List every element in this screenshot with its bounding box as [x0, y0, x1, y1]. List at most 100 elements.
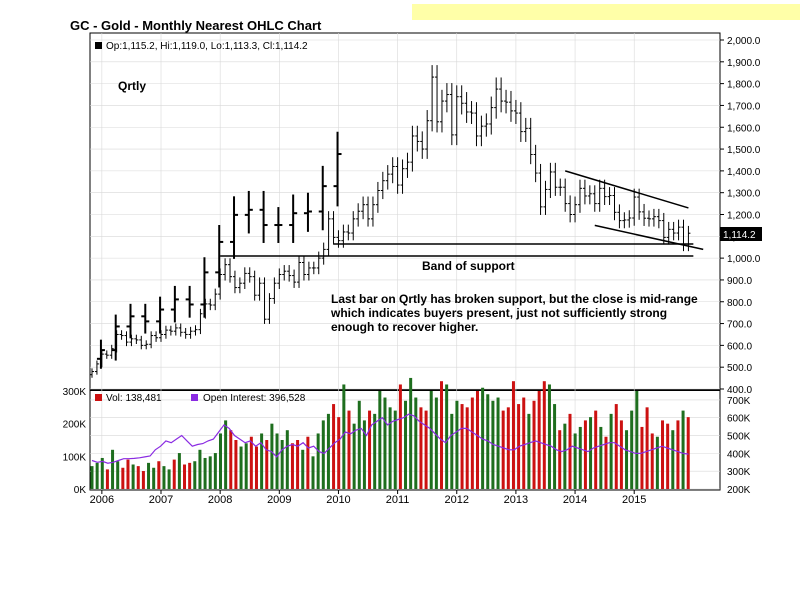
volume-bar — [558, 430, 562, 489]
volume-bar — [527, 413, 531, 489]
monthly-ohlc-bar — [459, 85, 464, 115]
volume-bar — [609, 413, 613, 489]
vol-legend-swatch — [95, 394, 102, 401]
volume-bar — [167, 469, 171, 489]
volume-bar — [342, 384, 346, 489]
volume-bar — [373, 413, 377, 489]
monthly-ohlc-bar — [277, 268, 282, 290]
price-tick-label: 1,000.0 — [727, 254, 761, 265]
volume-bar — [398, 384, 402, 489]
monthly-ohlc-bar — [168, 325, 173, 336]
volume-bar — [121, 467, 125, 489]
volume-bar — [316, 433, 320, 489]
quarterly-ohlc-bar — [156, 296, 165, 334]
monthly-ohlc-bar — [469, 101, 474, 124]
monthly-ohlc-bar — [420, 131, 425, 159]
monthly-ohlc-bar — [676, 219, 681, 241]
volume-bar — [630, 410, 634, 489]
monthly-ohlc-bar — [558, 178, 563, 196]
monthly-ohlc-bar — [149, 331, 154, 349]
volume-bar — [578, 426, 582, 489]
chart-title: GC - Gold - Monthly Nearest OHLC Chart — [70, 18, 322, 33]
oi-tick-label: 600K — [727, 414, 751, 425]
monthly-ohlc-bar — [252, 270, 257, 301]
monthly-ohlc-bar — [301, 256, 306, 281]
volume-bar — [486, 394, 490, 489]
monthly-ohlc-bar — [642, 203, 647, 226]
volume-bar — [260, 433, 264, 489]
monthly-ohlc-bar — [178, 323, 183, 337]
x-tick-label: 2010 — [326, 494, 350, 506]
monthly-ohlc-bar — [435, 65, 440, 133]
monthly-ohlc-bar — [232, 270, 237, 294]
monthly-ohlc-bar — [331, 211, 336, 245]
monthly-ohlc-bar — [602, 179, 607, 206]
monthly-ohlc-bar — [257, 277, 262, 301]
volume-bar — [594, 410, 598, 489]
monthly-ohlc-bar — [316, 251, 321, 275]
volume-bar — [475, 391, 479, 489]
monthly-ohlc-bar — [139, 335, 144, 350]
volume-bar — [501, 410, 505, 489]
volume-bar — [362, 420, 366, 489]
volume-bar — [311, 456, 315, 489]
monthly-ohlc-bar — [518, 102, 523, 142]
volume-bar — [116, 461, 120, 489]
price-tick-label: 1,400.0 — [727, 167, 761, 178]
volume-bar — [270, 423, 274, 489]
volume-bar — [635, 391, 639, 489]
channel-upper-line — [564, 170, 689, 209]
monthly-ohlc-bar — [326, 211, 331, 257]
monthly-ohlc-bar — [213, 288, 218, 311]
note-line-3: enough to recover higher. — [331, 320, 478, 334]
monthly-ohlc-bar — [361, 196, 366, 220]
monthly-ohlc-bar — [267, 293, 272, 324]
volume-bar — [193, 461, 197, 489]
monthly-ohlc-bar — [439, 89, 444, 133]
monthly-ohlc-bar — [282, 265, 287, 281]
monthly-ohlc-bar — [370, 196, 375, 227]
monthly-ohlc-bar — [430, 65, 435, 132]
monthly-ohlc-bar — [553, 162, 558, 196]
monthly-ohlc-bar — [592, 185, 597, 212]
volume-bar — [229, 430, 233, 489]
monthly-ohlc-bar — [99, 350, 104, 368]
monthly-ohlc-bar — [528, 117, 533, 165]
x-tick-label: 2011 — [386, 494, 410, 506]
volume-bar — [589, 417, 593, 489]
title-highlight-box — [412, 4, 800, 20]
volume-tick-label: 300K — [63, 387, 87, 398]
volume-bar — [563, 423, 567, 489]
volume-bar — [440, 381, 444, 489]
monthly-ohlc-bar — [632, 188, 637, 226]
monthly-ohlc-bar — [405, 152, 410, 178]
volume-bar — [218, 433, 222, 489]
volume-bar — [177, 453, 181, 489]
monthly-ohlc-bar — [587, 185, 592, 205]
monthly-ohlc-bar — [494, 77, 499, 119]
volume-bar — [450, 413, 454, 489]
volume-bar — [234, 440, 238, 489]
volume-bar — [352, 423, 356, 489]
price-tick-label: 400.0 — [727, 385, 752, 396]
volume-bar — [424, 410, 428, 489]
volume-bar — [553, 404, 557, 489]
volume-bar — [414, 397, 418, 489]
monthly-ohlc-bar — [568, 195, 573, 223]
volume-bar — [625, 430, 629, 489]
monthly-ohlc-bar — [548, 162, 553, 199]
volume-bar — [332, 404, 336, 489]
volume-bar — [583, 420, 587, 489]
quarterly-ohlc-bar — [230, 196, 239, 259]
x-tick-label: 2014 — [563, 494, 587, 506]
volume-bar — [681, 410, 685, 489]
monthly-ohlc-bar — [336, 230, 341, 248]
monthly-ohlc-bar — [124, 331, 129, 347]
monthly-ohlc-bar — [395, 157, 400, 194]
monthly-ohlc-bar — [597, 179, 602, 212]
open-interest-line — [91, 413, 689, 464]
monthly-ohlc-bar — [173, 323, 178, 336]
monthly-ohlc-bar — [543, 180, 548, 215]
price-tick-label: 500.0 — [727, 363, 752, 374]
